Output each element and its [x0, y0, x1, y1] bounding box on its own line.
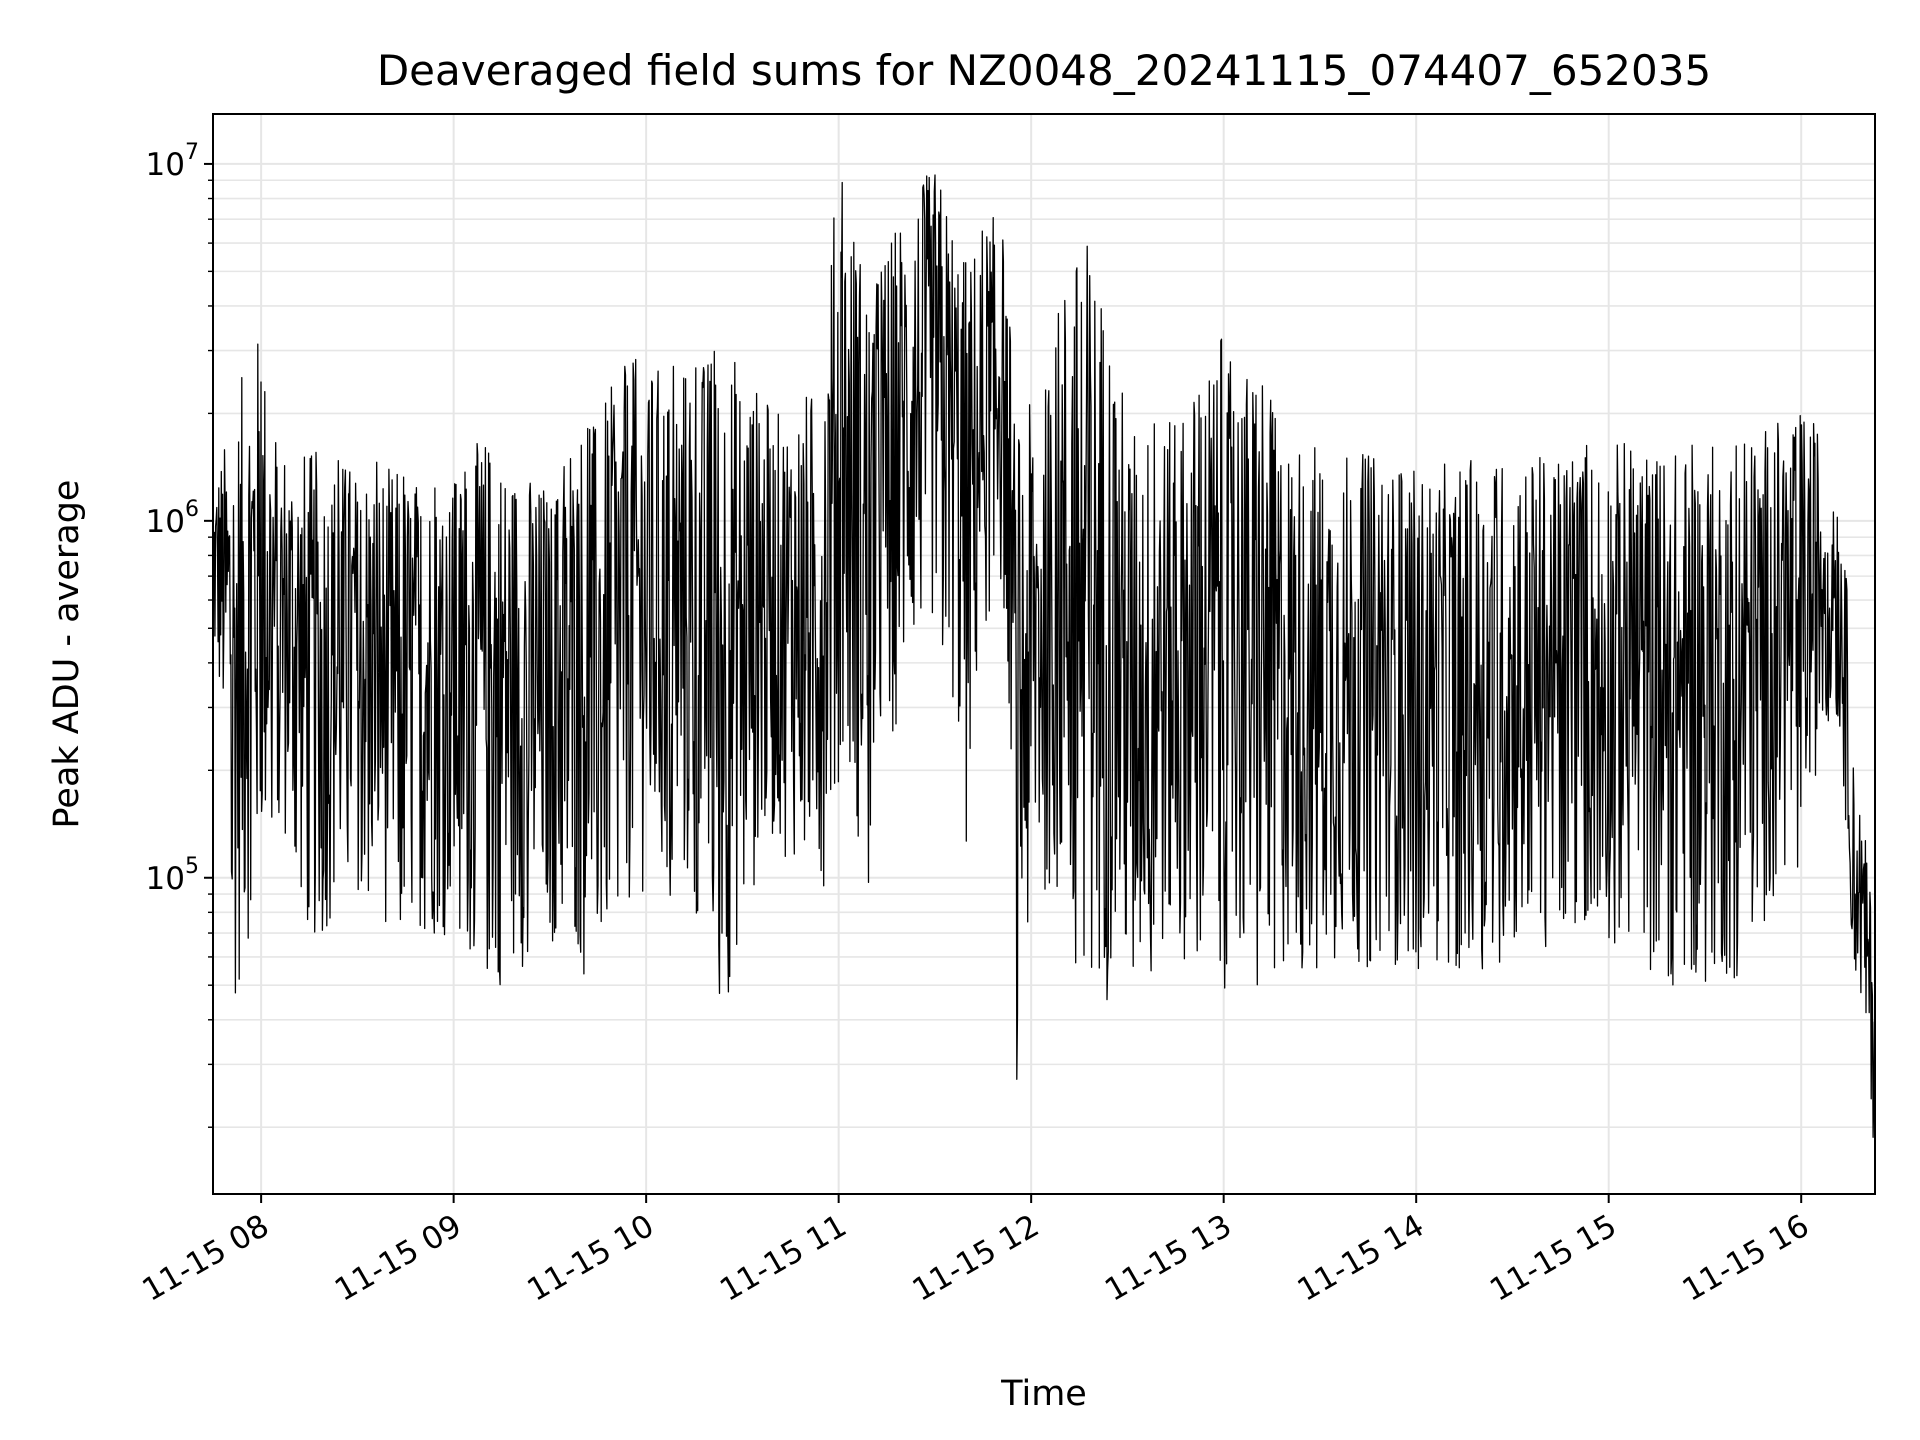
y-tick-label: 107 [146, 140, 199, 183]
chart-title: Deaveraged field sums for NZ0048_2024111… [377, 46, 1711, 95]
x-axis-label: Time [1000, 1374, 1087, 1414]
y-axis-label: Peak ADU - average [47, 480, 87, 829]
y-tick-label: 106 [146, 497, 199, 540]
data-series [212, 174, 1876, 1138]
plot-area-frame [212, 113, 1876, 1195]
y-axis-ticks: 105 106 107 [146, 140, 213, 1128]
series-line [212, 174, 1876, 1138]
y-tick-label: 105 [146, 854, 199, 897]
